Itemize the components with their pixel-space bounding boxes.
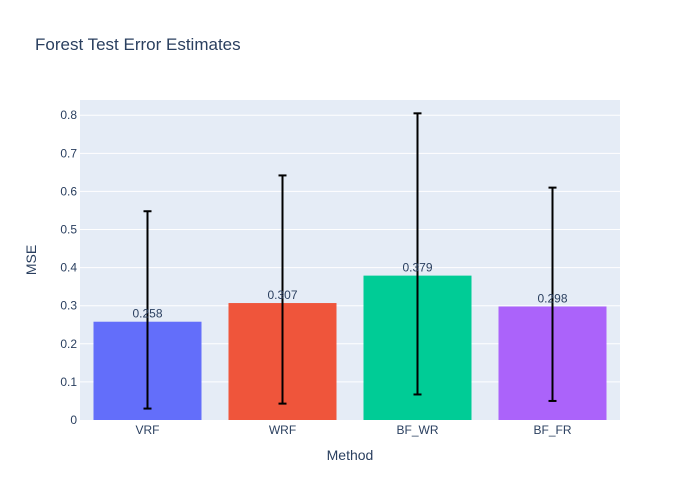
error-bar: [413, 112, 422, 396]
error-bar: [278, 174, 287, 405]
y-tick-label: 0.5: [60, 223, 77, 237]
error-bar: [548, 186, 557, 402]
y-tick-label: 0.4: [60, 261, 77, 275]
x-axis-ticks: VRF WRF BF_WR BF_FR: [136, 423, 572, 437]
bar-value-label: 0.379: [402, 261, 432, 275]
y-tick-label: 0: [70, 413, 77, 427]
x-axis-label: Method: [327, 447, 374, 463]
error-bar: [143, 210, 152, 410]
x-tick-label: BF_WR: [397, 423, 439, 437]
y-axis-label: MSE: [23, 245, 39, 275]
chart-title: Forest Test Error Estimates: [35, 35, 241, 54]
y-tick-label: 0.2: [60, 337, 77, 351]
bar-value-label: 0.307: [267, 288, 297, 302]
error-bars: [143, 112, 557, 410]
bar-value-labels: 0.258 0.307 0.379 0.298: [132, 261, 567, 321]
y-tick-label: 0.7: [60, 146, 77, 160]
y-tick-label: 0.6: [60, 184, 77, 198]
bar-value-label: 0.258: [132, 307, 162, 321]
bar-value-label: 0.298: [537, 291, 567, 305]
x-tick-label: VRF: [136, 423, 160, 437]
y-tick-label: 0.1: [60, 375, 77, 389]
y-axis-ticks: 0 0.1 0.2 0.3 0.4 0.5 0.6 0.7 0.8: [60, 108, 77, 427]
x-tick-label: WRF: [269, 423, 296, 437]
y-tick-label: 0.8: [60, 108, 77, 122]
y-tick-label: 0.3: [60, 299, 77, 313]
x-tick-label: BF_FR: [533, 423, 571, 437]
